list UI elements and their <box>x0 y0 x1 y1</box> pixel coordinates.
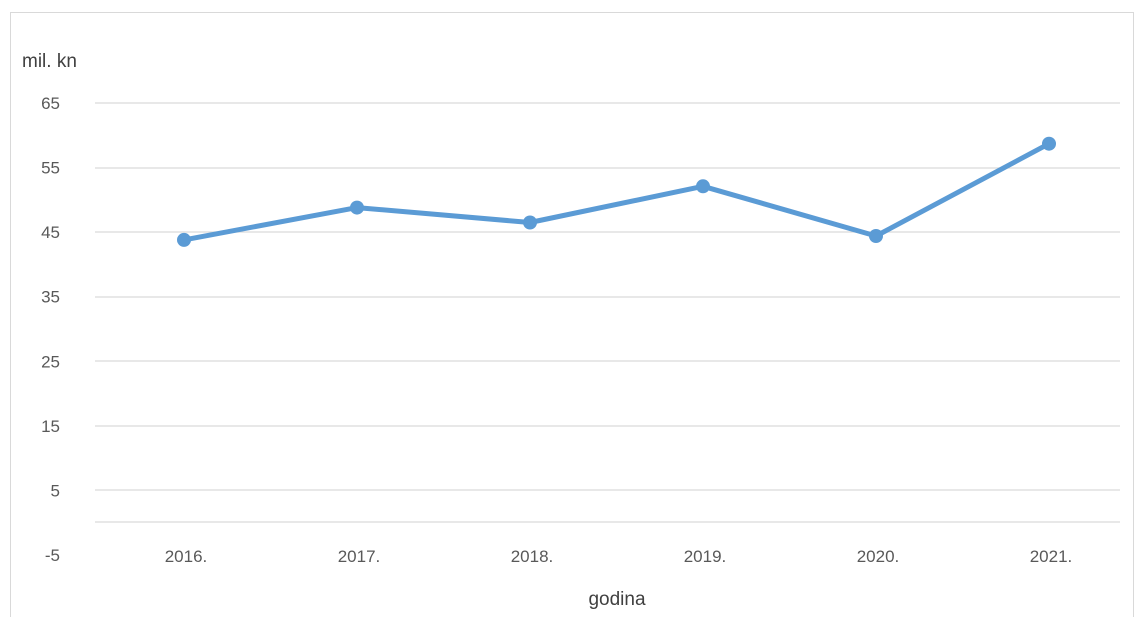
y-tick-label: 25 <box>41 352 60 371</box>
y-tick-label: 15 <box>41 417 60 436</box>
x-axis-ticks: 2016. 2017. 2018. 2019. 2020. 2021. <box>165 547 1073 566</box>
x-axis-title: godina <box>588 589 645 610</box>
x-tick-label: 2017. <box>338 547 381 566</box>
y-tick-label: -5 <box>45 546 60 565</box>
data-point <box>869 229 883 243</box>
x-tick-label: 2021. <box>1030 547 1073 566</box>
y-tick-label: 65 <box>41 94 60 113</box>
gridlines <box>95 102 1120 523</box>
x-tick-label: 2019. <box>684 547 727 566</box>
data-point <box>523 215 537 230</box>
x-tick-label: 2018. <box>511 547 554 566</box>
y-tick-label: 5 <box>51 481 60 500</box>
data-point <box>696 179 710 194</box>
data-point <box>350 200 364 215</box>
x-tick-label: 2016. <box>165 547 208 566</box>
chart-frame <box>10 12 1134 617</box>
y-tick-label: 35 <box>41 288 60 307</box>
y-axis-title: mil. kn <box>22 51 77 72</box>
y-tick-label: 55 <box>41 159 60 178</box>
x-tick-label: 2020. <box>857 547 900 566</box>
series-line <box>181 141 1052 243</box>
y-tick-label: 45 <box>41 223 60 242</box>
y-axis-ticks: 65 55 45 35 25 15 5 -5 <box>41 94 60 565</box>
data-point <box>177 232 191 247</box>
series-layer <box>177 136 1056 247</box>
data-point <box>1042 136 1056 151</box>
